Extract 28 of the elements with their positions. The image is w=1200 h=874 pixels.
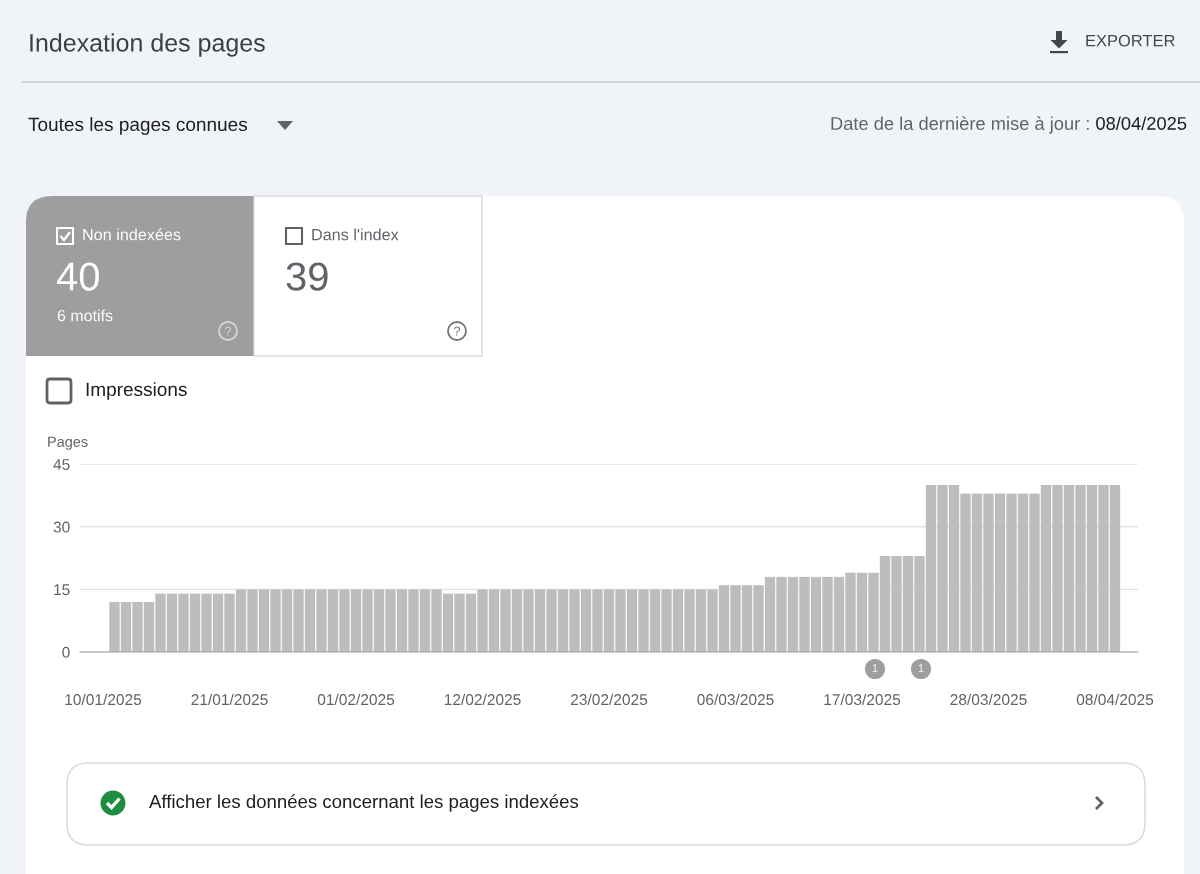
x-tick-label: 23/02/2025	[571, 693, 648, 706]
x-tick-label: 01/02/2025	[317, 693, 395, 706]
y-axis-title: Pages	[48, 436, 88, 450]
x-tick-label: 10/01/2025	[65, 693, 142, 706]
x-tick-label: 17/03/2025	[824, 693, 901, 706]
text: Afficher les données concernant les pages indexées	[149, 794, 579, 812]
text: 1	[918, 664, 924, 672]
y-tick-label: 45	[53, 459, 70, 470]
text: 6 motifs	[57, 309, 113, 322]
chart-title: Indexation des pages	[30, 33, 265, 57]
x-tick-label: 28/03/2025	[950, 693, 1027, 706]
text: Non indexées	[83, 228, 181, 241]
y-tick-label: 30	[53, 521, 70, 533]
x-tick-label: 21/01/2025	[191, 693, 268, 706]
text: 39	[286, 262, 328, 291]
y-tick-label: 15	[54, 584, 70, 596]
text: Dans l'index	[312, 228, 399, 241]
text: 1	[872, 664, 878, 672]
text: Impressions	[86, 382, 187, 400]
x-tick-label: 12/02/2025	[444, 693, 521, 706]
text: 08/04/2025	[1096, 116, 1187, 130]
x-tick-label: 08/04/2025	[1076, 693, 1154, 706]
text: Date de la dernière mise à jour :	[831, 116, 1089, 134]
text: 40	[56, 262, 99, 291]
text: Toutes les pages connues	[28, 117, 248, 135]
y-tick-label: 0	[62, 646, 70, 658]
text: EXPORTER	[1086, 34, 1175, 47]
x-tick-label: 06/03/2025	[697, 693, 774, 706]
